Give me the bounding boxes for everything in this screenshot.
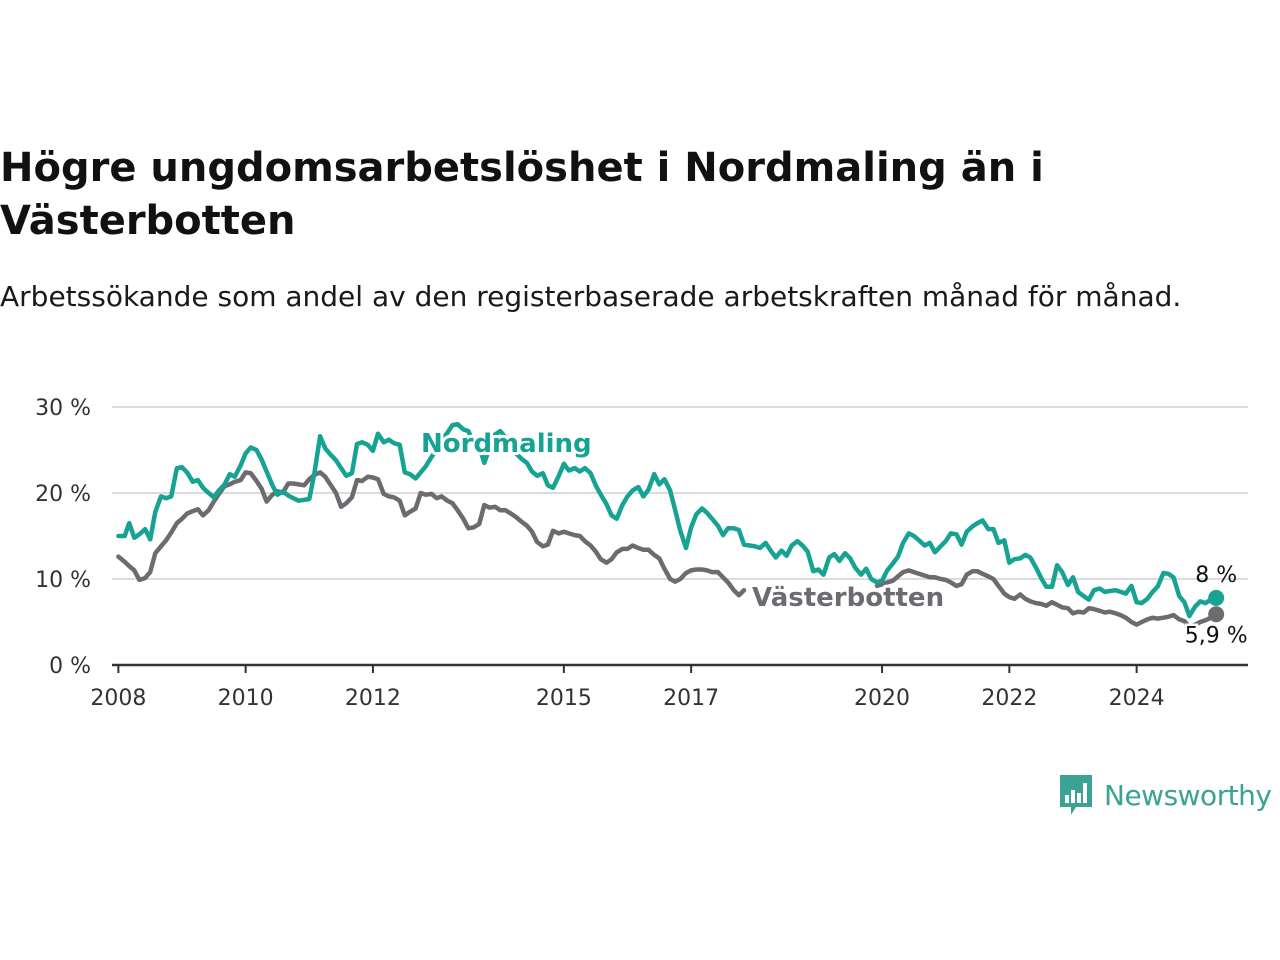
series-label-nordmaling: Nordmaling	[421, 429, 592, 459]
end-label-nordmaling: 8 %	[1195, 563, 1237, 588]
line-chart: 0 % 10 % 20 % 30 % 2008 2010 2012 2015 2017 2020…	[35, 396, 1250, 711]
series-labels: Nordmaling Västerbotten 8 % 5,9 %	[418, 426, 1250, 651]
x-tick-label: 2010	[218, 686, 274, 711]
x-tick-label: 2024	[1109, 686, 1165, 711]
x-axis: 2008 2010 2012 2015 2017 2020 2022 2024	[90, 663, 1248, 711]
x-tick-label: 2020	[854, 686, 910, 711]
y-tick-label: 20 %	[35, 482, 91, 507]
series-line-nordmaling	[116, 421, 1219, 619]
chart-subtitle: Arbetssökande som andel av den registerb…	[0, 280, 1182, 313]
newsworthy-logo: Newsworthy	[1058, 773, 1272, 817]
series-lines	[116, 421, 1219, 630]
x-tick-label: 2017	[663, 686, 719, 711]
bar-chart-speech-icon	[1060, 775, 1092, 815]
chart-title: Högre ungdomsarbetslöshet i Nordmaling ä…	[0, 145, 1044, 244]
end-point-nordmaling	[1208, 589, 1225, 606]
y-axis-ticks: 0 % 10 % 20 % 30 %	[35, 396, 91, 679]
y-tick-label: 30 %	[35, 396, 91, 421]
end-point-vasterbotten	[1208, 606, 1225, 623]
series-line-v-sterbotten-part-2	[874, 568, 1219, 630]
end-label-vasterbotten: 5,9 %	[1185, 623, 1248, 648]
x-tick-label: 2022	[981, 686, 1037, 711]
x-tick-label: 2012	[345, 686, 401, 711]
x-tick-label: 2008	[90, 686, 146, 711]
y-tick-label: 0 %	[49, 654, 91, 679]
series-label-vasterbotten: Västerbotten	[752, 583, 944, 613]
x-tick-label: 2015	[536, 686, 592, 711]
logo-text: Newsworthy	[1104, 778, 1272, 812]
y-tick-label: 10 %	[35, 568, 91, 593]
